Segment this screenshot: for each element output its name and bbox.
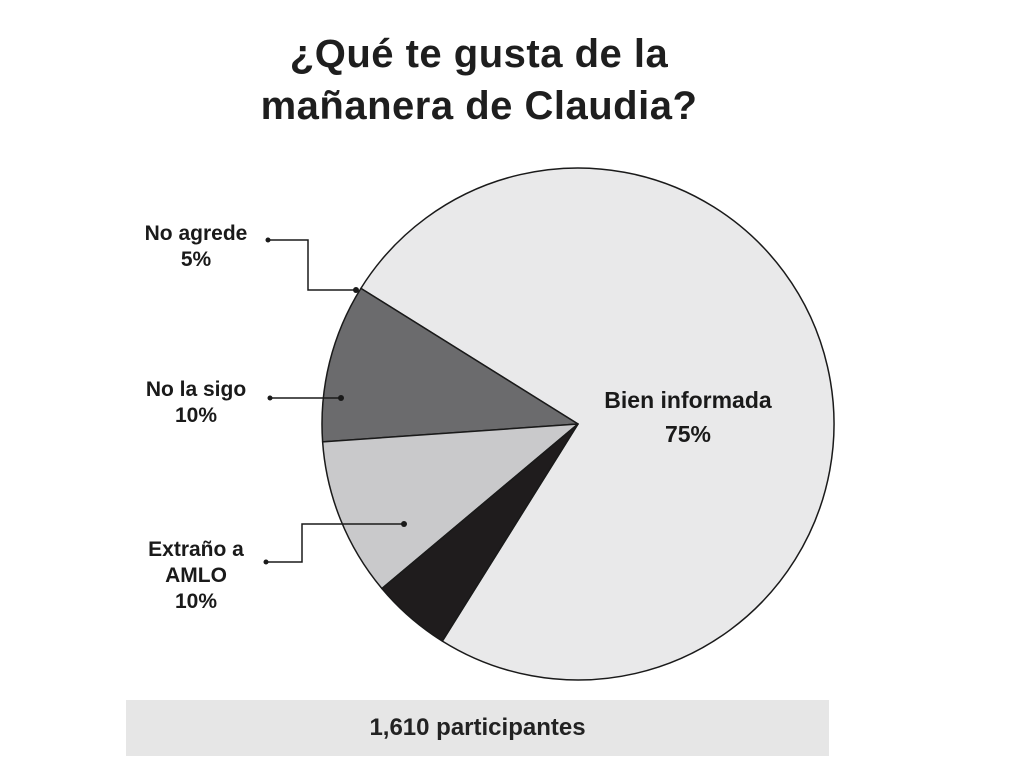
pie-slice-1	[360, 167, 835, 681]
leader-dot-3	[338, 395, 344, 401]
slice-value-3: 10%	[175, 404, 217, 427]
slice-label-1: Bien informada 75%	[604, 387, 772, 447]
participants-count: 1,610 participantes	[369, 714, 586, 741]
slice-label-line-3-1: No la sigo	[146, 378, 246, 401]
slice-label-line-4-1: No agrede	[145, 222, 248, 245]
slice-label-4: No agrede 5%	[145, 222, 248, 271]
pie-slice-4	[381, 423, 579, 642]
leader-end-dot-3	[267, 395, 273, 401]
slice-label-line-2-1: Extraño a	[148, 538, 244, 561]
slice-value-2: 10%	[175, 590, 217, 613]
leader-line-4	[268, 239, 356, 291]
leader-dot-4	[353, 287, 359, 293]
slice-value-4: 5%	[181, 248, 212, 271]
slice-label-line-2-2: AMLO	[165, 564, 227, 587]
slice-label-2: Extraño a AMLO 10%	[148, 538, 244, 613]
slice-label-line-1-1: Bien informada	[604, 387, 772, 413]
slice-value-1: 75%	[665, 421, 711, 447]
leader-dot-2	[401, 521, 407, 527]
title-line-2: mañanera de Claudia?	[260, 84, 698, 128]
chart-title: ¿Qué te gusta de la mañanera de Claudia?	[0, 28, 958, 132]
leader-end-dot-2	[263, 559, 269, 565]
leader-line-2	[266, 523, 404, 563]
slice-label-3: No la sigo 10%	[146, 378, 246, 427]
participants-footer: 1,610 participantes	[126, 700, 829, 756]
leader-end-dot-4	[265, 237, 271, 243]
title-line-1: ¿Qué te gusta de la	[289, 32, 669, 76]
pie-slice-3	[321, 423, 579, 590]
pie-slice-2	[321, 287, 579, 443]
